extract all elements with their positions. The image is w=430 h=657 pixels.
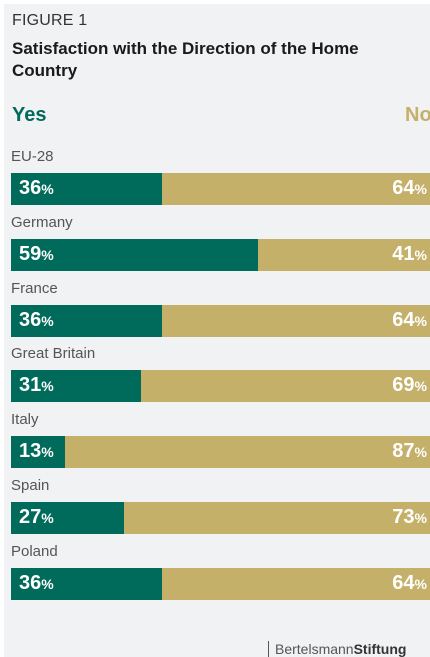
brand-name-part2: Stiftung	[353, 641, 407, 657]
value-label-yes: 59%	[19, 242, 54, 265]
value-label-no: 41%	[392, 242, 427, 265]
value-label-yes: 36%	[19, 177, 54, 199]
stacked-bar: 31% 69%	[11, 370, 430, 403]
stacked-bar: 36% 64%	[11, 567, 430, 600]
stacked-bar: 36% 64%	[11, 304, 430, 337]
bar-segment-no	[65, 436, 430, 469]
bar-segment-yes	[11, 567, 162, 600]
value-label-no: 64%	[392, 571, 427, 594]
bar-segment-yes	[11, 370, 141, 403]
stacked-bar: 36% 64%	[11, 173, 430, 205]
value-label-yes: 31%	[19, 374, 54, 397]
category-label: EU-28	[11, 148, 54, 165]
bar-segment-yes	[11, 436, 66, 469]
value-label-yes: 27%	[19, 506, 54, 528]
category-label: Poland	[11, 542, 58, 560]
chart-panel: FIGURE 1 Satisfaction with the Direction…	[4, 4, 430, 657]
bar-segment-yes	[11, 502, 125, 534]
value-label-no: 64%	[392, 308, 427, 331]
bar-segment-yes	[11, 238, 259, 271]
category-label: Great Britain	[11, 345, 96, 363]
value-label-no: 64%	[392, 177, 427, 199]
bar-segment-no	[124, 502, 430, 534]
value-label-yes: 36%	[19, 571, 54, 594]
bar-segment-no	[161, 567, 430, 600]
bar-segment-no	[161, 173, 430, 205]
legend-yes: Yes	[12, 104, 47, 126]
figure-label: FIGURE 1	[12, 12, 88, 29]
chart-title: Satisfaction with the Direction of the H…	[12, 39, 359, 80]
category-label: Italy	[11, 411, 39, 429]
category-label: France	[11, 279, 58, 297]
bar-segment-no	[161, 304, 430, 337]
stacked-bar: 27% 73%	[11, 502, 430, 534]
value-label-no: 73%	[392, 506, 427, 528]
bar-segment-no	[140, 370, 430, 403]
value-label-no: 87%	[392, 440, 427, 463]
category-label: Spain	[11, 477, 50, 494]
stacked-bar: 13% 87%	[11, 436, 430, 469]
value-label-no: 69%	[392, 374, 427, 397]
legend-no: No	[405, 104, 430, 126]
value-label-yes: 13%	[19, 440, 54, 463]
stacked-bar: 59% 41%	[11, 238, 430, 271]
brand-logo: BertelsmannStiftung	[268, 641, 406, 657]
value-label-yes: 36%	[19, 308, 54, 331]
bar-segment-yes	[11, 304, 162, 337]
brand-name-part1: Bertelsmann	[275, 641, 354, 657]
bar-segment-no	[258, 238, 430, 271]
category-label: Germany	[11, 213, 73, 231]
bar-segment-yes	[11, 173, 162, 205]
